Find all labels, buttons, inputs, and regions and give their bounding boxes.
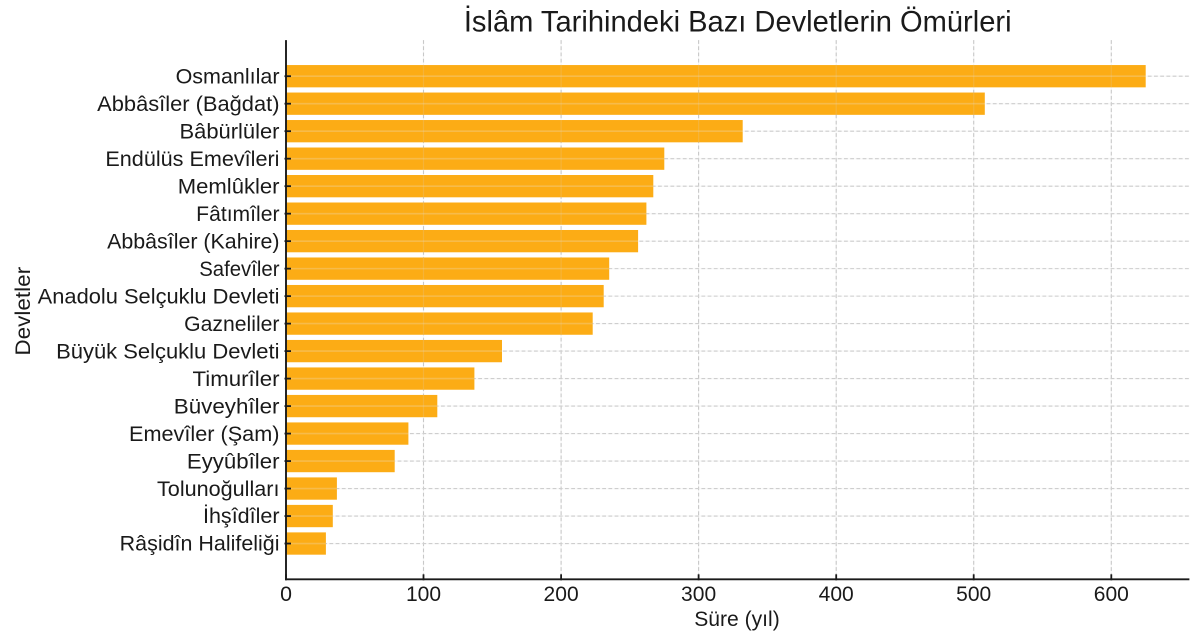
svg-text:600: 600	[1094, 582, 1129, 606]
svg-text:Gazneliler: Gazneliler	[184, 313, 279, 336]
svg-text:Endülüs Emevîleri: Endülüs Emevîleri	[105, 148, 279, 171]
svg-text:100: 100	[406, 582, 441, 606]
svg-text:Abbâsîler (Kahire): Abbâsîler (Kahire)	[107, 230, 279, 253]
svg-text:Timurîler: Timurîler	[193, 368, 280, 391]
svg-text:0: 0	[280, 582, 292, 606]
svg-text:İslâm Tarihindeki Bazı Devletl: İslâm Tarihindeki Bazı Devletlerin Ömürl…	[464, 6, 1012, 39]
svg-text:Bâbürlüler: Bâbürlüler	[180, 120, 280, 143]
svg-text:Emevîler (Şam): Emevîler (Şam)	[129, 423, 280, 446]
svg-text:Osmanlılar: Osmanlılar	[176, 65, 280, 88]
svg-text:Fâtımîler: Fâtımîler	[196, 203, 279, 226]
svg-text:Devletler: Devletler	[12, 267, 35, 356]
svg-text:400: 400	[819, 582, 854, 606]
svg-text:Anadolu Selçuklu Devleti: Anadolu Selçuklu Devleti	[38, 285, 280, 308]
svg-text:Safevîler: Safevîler	[199, 258, 279, 281]
svg-text:İhşîdîler: İhşîdîler	[203, 505, 280, 528]
svg-text:Büveyhîler: Büveyhîler	[174, 395, 280, 418]
svg-text:Râşidîn Halifeliği: Râşidîn Halifeliği	[120, 533, 280, 556]
svg-text:300: 300	[681, 582, 716, 606]
svg-text:Tolunoğulları: Tolunoğulları	[157, 478, 280, 501]
svg-text:Abbâsîler (Bağdat): Abbâsîler (Bağdat)	[97, 93, 279, 116]
svg-text:500: 500	[956, 582, 991, 606]
svg-text:Memlûkler: Memlûkler	[178, 175, 280, 198]
svg-text:Eyyûbîler: Eyyûbîler	[187, 450, 280, 473]
svg-text:Süre (yıl): Süre (yıl)	[694, 608, 780, 631]
svg-text:Büyük Selçuklu Devleti: Büyük Selçuklu Devleti	[56, 340, 279, 363]
svg-text:200: 200	[544, 582, 579, 606]
